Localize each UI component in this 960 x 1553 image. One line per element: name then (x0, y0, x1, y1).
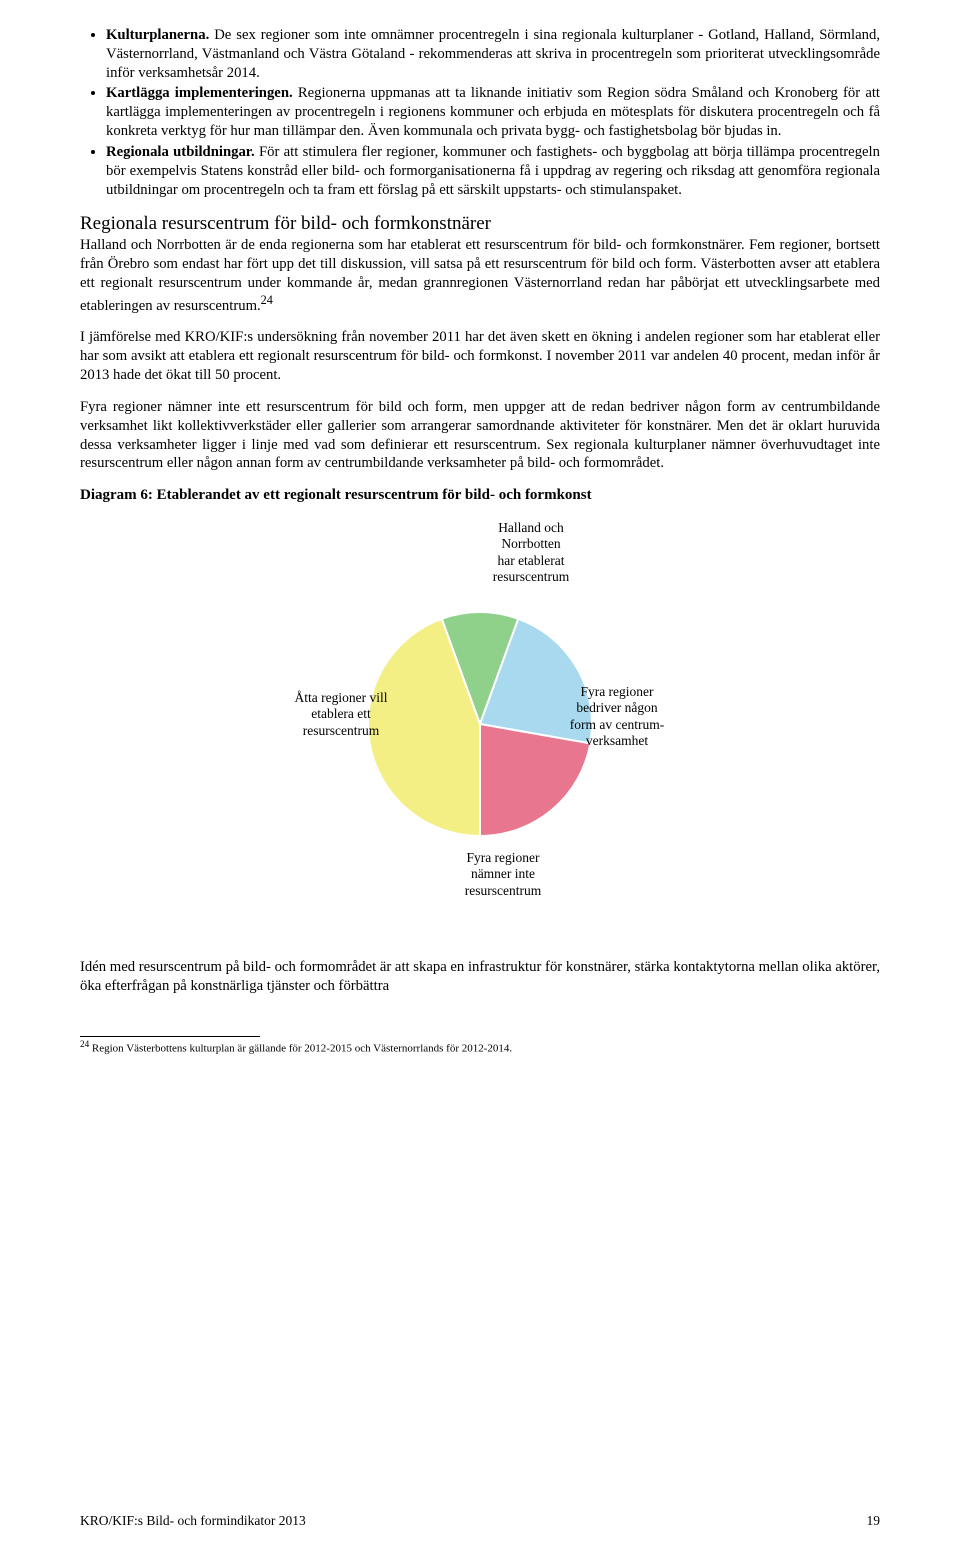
bullet-lead: Kartlägga implementeringen. (106, 85, 293, 101)
pie-label: Fyra regionernämner interesurscentrum (428, 850, 578, 899)
footnote: 24 Region Västerbottens kulturplan är gä… (80, 1039, 880, 1056)
bullet-list: Kulturplanerna. De sex regioner som inte… (80, 26, 880, 199)
bullet-item: Kartlägga implementeringen. Regionerna u… (106, 84, 880, 140)
bullet-lead: Regionala utbildningar. (106, 144, 255, 160)
running-right: 19 (867, 1513, 881, 1529)
body-paragraph: Halland och Norrbotten är de enda region… (80, 236, 880, 315)
diagram-title: Diagram 6: Etablerandet av ett regionalt… (80, 487, 880, 504)
body-paragraph: Fyra regioner nämner inte ett resurscent… (80, 398, 880, 473)
footnote-text: Region Västerbottens kulturplan är gälla… (89, 1042, 512, 1054)
footnote-ref: 24 (261, 293, 273, 307)
section-heading: Regionala resurscentrum för bild- och fo… (80, 213, 880, 235)
para-text: Halland och Norrbotten är de enda region… (80, 237, 880, 313)
footnote-num: 24 (80, 1039, 89, 1049)
body-paragraph: Idén med resurscentrum på bild- och form… (80, 958, 880, 996)
footnote-rule (80, 1036, 260, 1037)
running-footer: KRO/KIF:s Bild- och formindikator 2013 1… (80, 1513, 880, 1529)
body-paragraph: I jämförelse med KRO/KIF:s undersökning … (80, 328, 880, 384)
pie-chart: Halland ochNorrbottenhar etableratresurs… (80, 514, 880, 934)
pie-label: Halland ochNorrbottenhar etableratresurs… (456, 520, 606, 585)
running-left: KRO/KIF:s Bild- och formindikator 2013 (80, 1513, 306, 1529)
bullet-item: Kulturplanerna. De sex regioner som inte… (106, 26, 880, 82)
bullet-text: De sex regioner som inte omnämner procen… (106, 27, 880, 81)
pie-label: Fyra regionerbedriver någonform av centr… (542, 684, 692, 749)
bullet-item: Regionala utbildningar. För att stimuler… (106, 143, 880, 199)
pie-label: Åtta regioner villetablera ettresurscent… (266, 690, 416, 739)
bullet-lead: Kulturplanerna. (106, 27, 209, 43)
